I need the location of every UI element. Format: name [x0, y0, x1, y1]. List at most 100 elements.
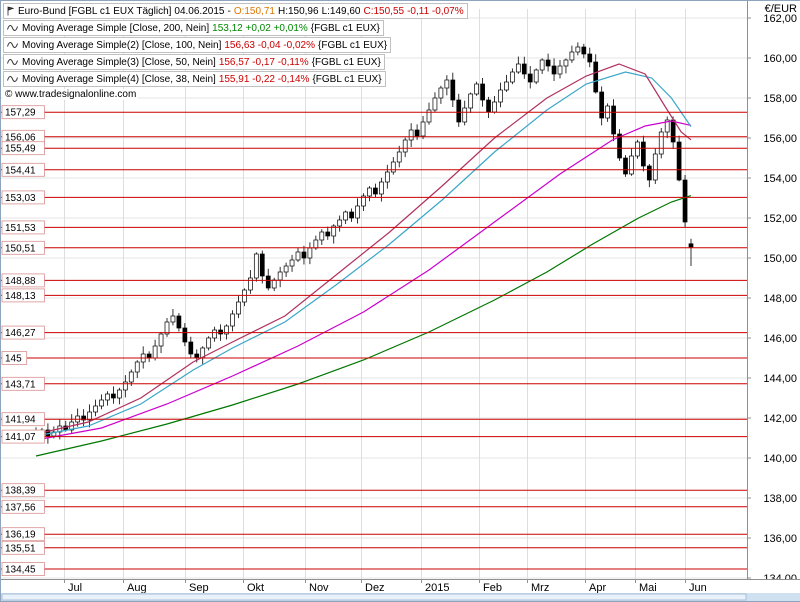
price-level-label: 143,71: [5, 379, 36, 390]
time-tick-label: Dez: [365, 582, 385, 594]
copyright-notice: © www.tradesignalonline.com: [3, 89, 139, 100]
price-level-label: 155,49: [5, 144, 36, 155]
ma-200-line[interactable]: [35, 195, 692, 457]
indicator-name: Moving Average Simple [Close, 200, Nein]: [22, 22, 210, 34]
time-tick-label: 2015: [425, 582, 449, 594]
indicator-wave-icon: [7, 58, 18, 66]
time-tick-label: Sep: [189, 582, 209, 594]
price-tick-label: 136,00: [763, 533, 797, 545]
price-level-label-box[interactable]: [1, 412, 45, 427]
instrument-title: Euro-Bund [FGBL c1 EUX Täglich]: [18, 5, 172, 17]
indicator-legend-4[interactable]: Moving Average Simple(4) [Close, 38, Nei…: [3, 71, 386, 87]
indicator-name: Moving Average Simple(2) [Close, 100, Ne…: [22, 39, 222, 51]
price-axis[interactable]: €/EUR134,00136,00138,00140,00142,00144,0…: [747, 1, 800, 585]
price-tick-label: 138,00: [763, 493, 797, 505]
price-level-label: 135,51: [5, 543, 36, 554]
price-level-label: 150,51: [5, 243, 36, 254]
price-tick-label: 160,00: [763, 53, 797, 65]
instrument-legend[interactable]: Euro-Bund [FGBL c1 EUX Täglich] 04.06.20…: [3, 3, 468, 19]
price-tick-label: 148,00: [763, 293, 797, 305]
indicator-value: 156,57 -0,17 -0,11%: [218, 56, 309, 68]
price-level-label-box[interactable]: [1, 351, 28, 365]
price-level-label-box[interactable]: [1, 540, 45, 555]
indicator-value: 155,91 -0,22 -0,14%: [218, 73, 310, 85]
price-level-label-box[interactable]: [1, 562, 45, 576]
price-level-label-box[interactable]: [1, 162, 45, 177]
low-value: L:149,60: [321, 5, 361, 17]
indicator-legend-1[interactable]: Moving Average Simple [Close, 200, Nein]…: [3, 20, 384, 36]
indicator-legend-3[interactable]: Moving Average Simple(3) [Close, 50, Nei…: [3, 54, 385, 70]
price-level-label: 157,29: [5, 108, 36, 119]
change-value: -0,11 -0,07%: [407, 5, 464, 17]
indicator-wave-icon: [7, 41, 18, 49]
price-level-label: 153,03: [5, 193, 36, 204]
time-tick-label: Jul: [68, 582, 82, 594]
price-level-label-box[interactable]: [1, 141, 45, 156]
price-level-label-box[interactable]: [1, 325, 45, 340]
price-level-label-box[interactable]: [1, 190, 45, 205]
time-tick-label: Mai: [639, 582, 657, 594]
price-level-label: 136,19: [5, 530, 36, 541]
indicator-wave-icon: [7, 24, 18, 32]
scrollbar-thumb[interactable]: [1, 593, 747, 601]
close-value: C:150,55: [363, 5, 405, 17]
instrument-flag-icon: [7, 6, 14, 16]
time-tick-label: Mrz: [531, 582, 549, 594]
price-level-label: 137,56: [5, 502, 36, 513]
price-level-label-box[interactable]: [1, 499, 45, 514]
open-value: O:150,71: [233, 5, 275, 17]
indicator-value: 156,63 -0,04 -0,02%: [224, 39, 315, 51]
ma-38-line[interactable]: [35, 63, 692, 435]
price-tick-label: 144,00: [763, 373, 797, 385]
price-level-label-box[interactable]: [1, 527, 45, 542]
price-level-label-box[interactable]: [1, 429, 45, 444]
time-tick-label: Nov: [309, 582, 329, 594]
price-level-label: 148,13: [5, 291, 36, 302]
price-tick-label: 158,00: [763, 93, 797, 105]
moving-average-lines: [35, 63, 692, 457]
price-level-label: 154,41: [5, 165, 36, 176]
ma-50-line[interactable]: [35, 71, 692, 437]
time-tick-label: Jun: [689, 582, 707, 594]
price-tick-label: 156,00: [763, 133, 797, 145]
price-level-label-box[interactable]: [1, 483, 45, 498]
separator: -: [227, 5, 231, 17]
price-tick-label: 150,00: [763, 253, 797, 265]
price-level-label-box[interactable]: [1, 273, 45, 288]
price-tick-label: 152,00: [763, 213, 797, 225]
price-level-label-box[interactable]: [1, 240, 45, 255]
price-level-label: 148,88: [5, 276, 36, 287]
time-tick-label: Aug: [127, 582, 147, 594]
indicator-legend-2[interactable]: Moving Average Simple(2) [Close, 100, Ne…: [3, 37, 392, 53]
indicator-name: Moving Average Simple(3) [Close, 50, Nei…: [22, 56, 216, 68]
indicator-symbol: {FGBL c1 EUX}: [312, 73, 382, 85]
time-tick-label: Feb: [483, 582, 502, 594]
price-tick-label: 162,00: [763, 13, 797, 25]
indicator-symbol: {FGBL c1 EUX}: [311, 56, 381, 68]
time-tick-label: Okt: [247, 582, 264, 594]
price-level-label-box[interactable]: [1, 288, 45, 303]
indicator-wave-icon: [7, 75, 18, 83]
price-level-label-box[interactable]: [1, 220, 45, 235]
ma-100-line[interactable]: [35, 120, 692, 441]
indicator-symbol: {FGBL c1 EUX}: [310, 22, 380, 34]
price-level-label: 141,94: [5, 415, 36, 426]
price-tick-label: 146,00: [763, 333, 797, 345]
price-level-label: 145: [5, 354, 22, 365]
price-level-label: 141,07: [5, 432, 36, 443]
chart-legend: Euro-Bund [FGBL c1 EUX Täglich] 04.06.20…: [3, 3, 468, 100]
price-level-label-box[interactable]: [1, 376, 45, 391]
price-axis-title: €/EUR: [765, 3, 797, 15]
price-level-label: 146,27: [5, 328, 36, 339]
candles: [33, 42, 694, 444]
indicator-name: Moving Average Simple(4) [Close, 38, Nei…: [22, 73, 216, 85]
price-tick-label: 154,00: [763, 173, 797, 185]
time-tick-label: Apr: [589, 582, 606, 594]
price-level-label-box[interactable]: [1, 105, 45, 120]
quote-date: 04.06.2015: [174, 5, 225, 17]
indicator-value: 153,12 +0,02 +0,01%: [212, 22, 308, 34]
price-tick-label: 140,00: [763, 453, 797, 465]
price-level-label: 156,06: [5, 132, 36, 143]
